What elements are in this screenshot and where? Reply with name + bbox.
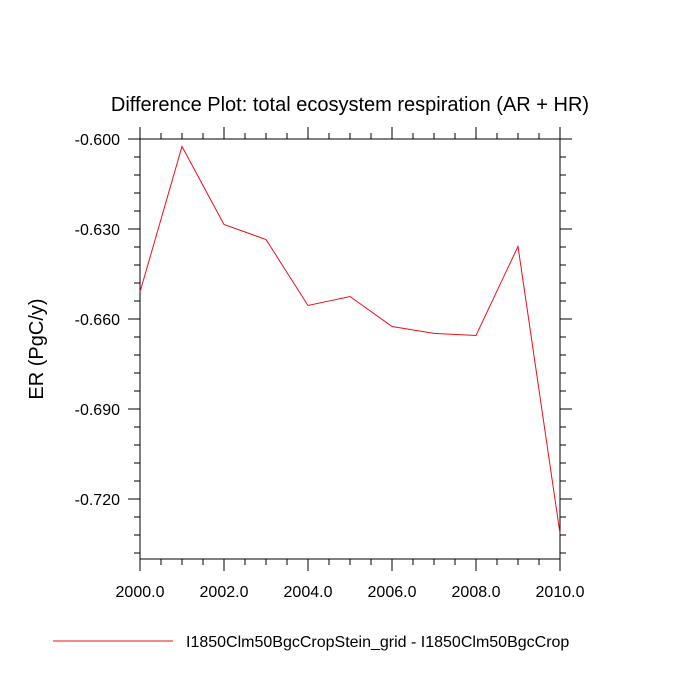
x-axis: 2000.0 2002.0 2004.0 2006.0 2008.0 2010.0 [116, 127, 585, 601]
data-point [517, 245, 520, 248]
x-tick-label: 2006.0 [368, 584, 417, 601]
plot-border [139, 138, 561, 560]
data-point [265, 238, 268, 241]
y-tick-label: -0.690 [75, 402, 120, 419]
y-axis-label: ER (PgC/y) [26, 298, 48, 399]
legend-label: I1850Clm50BgcCropStein_grid - I1850Clm50… [186, 634, 569, 651]
x-tick-label: 2010.0 [536, 584, 585, 601]
data-point [475, 334, 478, 337]
x-tick-label: 2004.0 [284, 584, 333, 601]
series-line [139, 145, 561, 534]
y-tick-label: -0.630 [75, 222, 120, 239]
data-point [223, 223, 226, 226]
data-point [139, 291, 142, 294]
data-point [349, 295, 352, 298]
x-tick-label: 2002.0 [200, 584, 249, 601]
data-point [307, 304, 310, 307]
data-point [391, 325, 394, 328]
plot-frame [139, 138, 561, 560]
data-point [181, 145, 184, 148]
y-axis: -0.600 -0.630 -0.660 -0.690 -0.720 [75, 132, 572, 554]
x-tick-label: 2008.0 [452, 584, 501, 601]
y-tick-label: -0.600 [75, 132, 120, 149]
series-layer [139, 145, 562, 535]
data-point [433, 332, 436, 335]
legend: I1850Clm50BgcCropStein_grid - I1850Clm50… [53, 634, 569, 651]
chart-title: Difference Plot: total ecosystem respira… [111, 94, 589, 116]
x-tick-label: 2000.0 [116, 584, 165, 601]
y-tick-label: -0.660 [75, 312, 120, 329]
data-point [559, 532, 562, 535]
y-tick-label: -0.720 [75, 492, 120, 509]
